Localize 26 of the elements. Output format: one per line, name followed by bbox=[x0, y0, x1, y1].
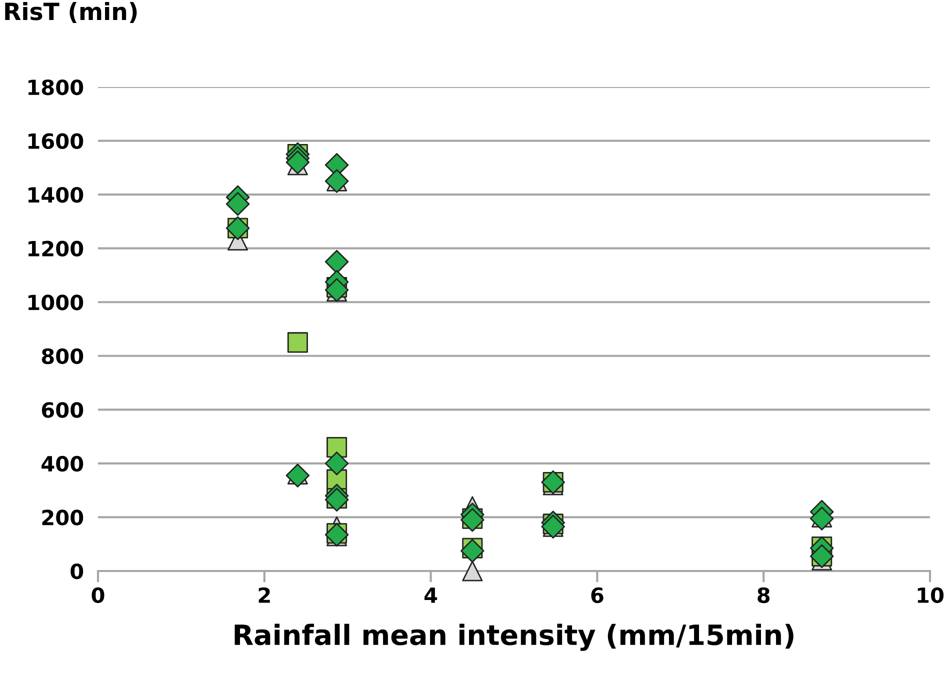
y-tick-label: 0 bbox=[70, 563, 84, 580]
y-tick-label: 400 bbox=[42, 456, 84, 472]
point bbox=[226, 192, 250, 216]
point bbox=[462, 560, 483, 582]
x-tick-label: 10 bbox=[918, 587, 944, 604]
y-tick-label: 1200 bbox=[28, 240, 84, 257]
point bbox=[460, 538, 484, 563]
y-tick-label: 600 bbox=[42, 402, 84, 418]
y-tick-label: 1400 bbox=[28, 187, 84, 203]
y-tick-label: 1800 bbox=[28, 79, 84, 96]
y-tick-label: 1600 bbox=[28, 133, 84, 149]
x-tick-label: 8 bbox=[758, 587, 770, 604]
x-tick-label: 2 bbox=[258, 587, 270, 603]
point bbox=[324, 250, 349, 274]
point bbox=[324, 452, 349, 476]
y-axis-title: RisT (min) bbox=[5, 2, 137, 24]
x-tick-label: 4 bbox=[424, 588, 438, 603]
y-tick-label: 800 bbox=[42, 348, 84, 364]
x-tick-label: 0 bbox=[92, 587, 104, 604]
y-tick-label: 1000 bbox=[28, 294, 84, 310]
x-tick-label: 6 bbox=[591, 587, 604, 604]
point bbox=[326, 437, 348, 458]
y-tick-label: 200 bbox=[42, 510, 84, 526]
point bbox=[287, 332, 308, 353]
point bbox=[286, 150, 310, 174]
x-axis-title: Rainfall mean intensity (mm/15min) bbox=[234, 624, 794, 651]
